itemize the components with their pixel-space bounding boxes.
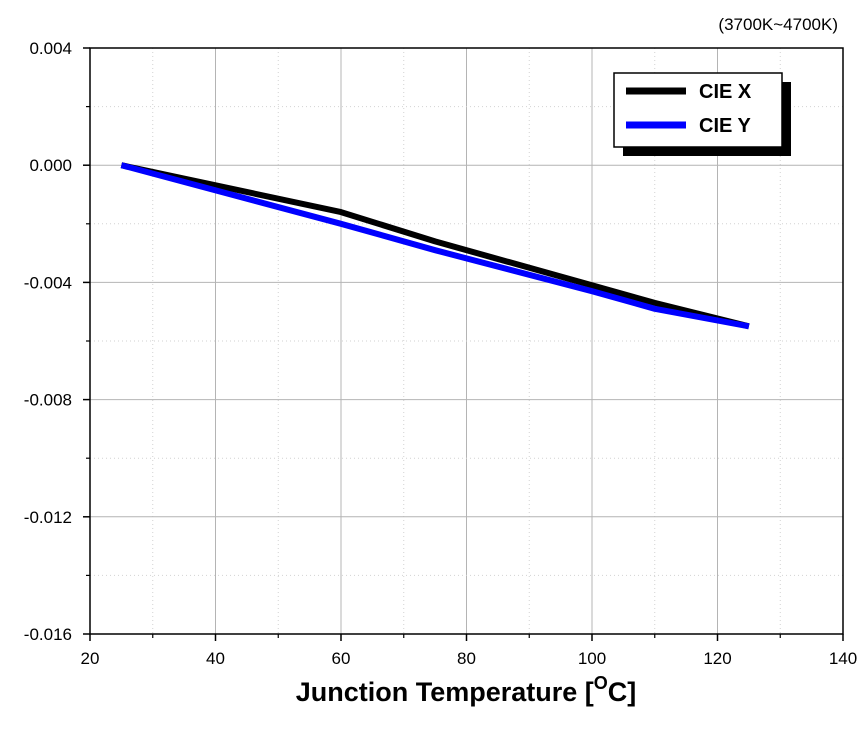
x-tick-label: 20	[81, 649, 100, 668]
y-tick-label: -0.016	[24, 625, 72, 644]
y-tick-label: -0.004	[24, 273, 72, 292]
series-line-cie-y	[120, 162, 750, 330]
y-tick-label: 0.004	[29, 39, 72, 58]
legend-box	[613, 72, 783, 148]
legend-label-cie-x: CIE X	[699, 81, 752, 103]
x-tick-labels: 20 40 60 80 100 120 140	[81, 649, 858, 668]
series-line-cie-x	[120, 162, 750, 330]
x-tick-label: 40	[206, 649, 225, 668]
grid	[90, 48, 843, 634]
chart-annotation: (3700K~4700K)	[718, 15, 838, 34]
x-axis-label-sup: O	[594, 673, 608, 693]
x-axis-label-main: Junction Temperature [	[296, 677, 594, 707]
x-tick-label: 140	[829, 649, 857, 668]
series-lines	[120, 162, 750, 330]
x-axis-label: Junction Temperature [OC]	[296, 673, 637, 707]
x-tick-label: 100	[578, 649, 606, 668]
y-tick-label: -0.008	[24, 391, 72, 410]
y-tick-label: 0.000	[29, 156, 72, 175]
axis-ticks	[83, 47, 844, 641]
x-tick-label: 60	[332, 649, 351, 668]
x-axis-label-end: C]	[608, 677, 637, 707]
x-tick-label: 120	[703, 649, 731, 668]
x-tick-label: 80	[457, 649, 476, 668]
y-tick-labels: 0.004 0.000 -0.004 -0.008 -0.012 -0.016	[24, 39, 72, 644]
legend-label-cie-y: CIE Y	[699, 115, 752, 137]
legend: CIE X CIE Y	[613, 72, 791, 156]
y-tick-label: -0.012	[24, 508, 72, 527]
